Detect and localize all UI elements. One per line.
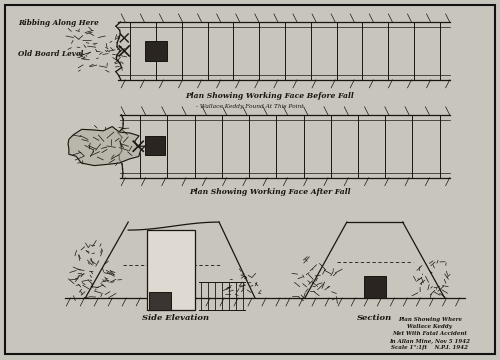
Polygon shape	[68, 127, 145, 166]
Bar	[145, 41, 167, 61]
Text: Section: Section	[357, 314, 392, 322]
Text: Old Board Level: Old Board Level	[18, 50, 84, 58]
Bar	[149, 292, 171, 310]
Text: Plan Showing Working Face After Fall: Plan Showing Working Face After Fall	[189, 188, 350, 195]
Bar	[147, 230, 195, 310]
Text: Side Elevation: Side Elevation	[142, 314, 208, 322]
Text: - Wallace Keddy Found At This Point: - Wallace Keddy Found At This Point	[196, 104, 304, 109]
Bar	[145, 136, 165, 155]
Bar	[364, 276, 386, 298]
Text: Plan Showing Working Face Before Fall: Plan Showing Working Face Before Fall	[186, 92, 354, 100]
Text: Plan Showing Where
Wallace Keddy
Met With Fatal Accident
In Allan Mine, Nov 5 19: Plan Showing Where Wallace Keddy Met Wit…	[389, 318, 470, 350]
Text: Ribbing Along Here: Ribbing Along Here	[18, 19, 99, 27]
